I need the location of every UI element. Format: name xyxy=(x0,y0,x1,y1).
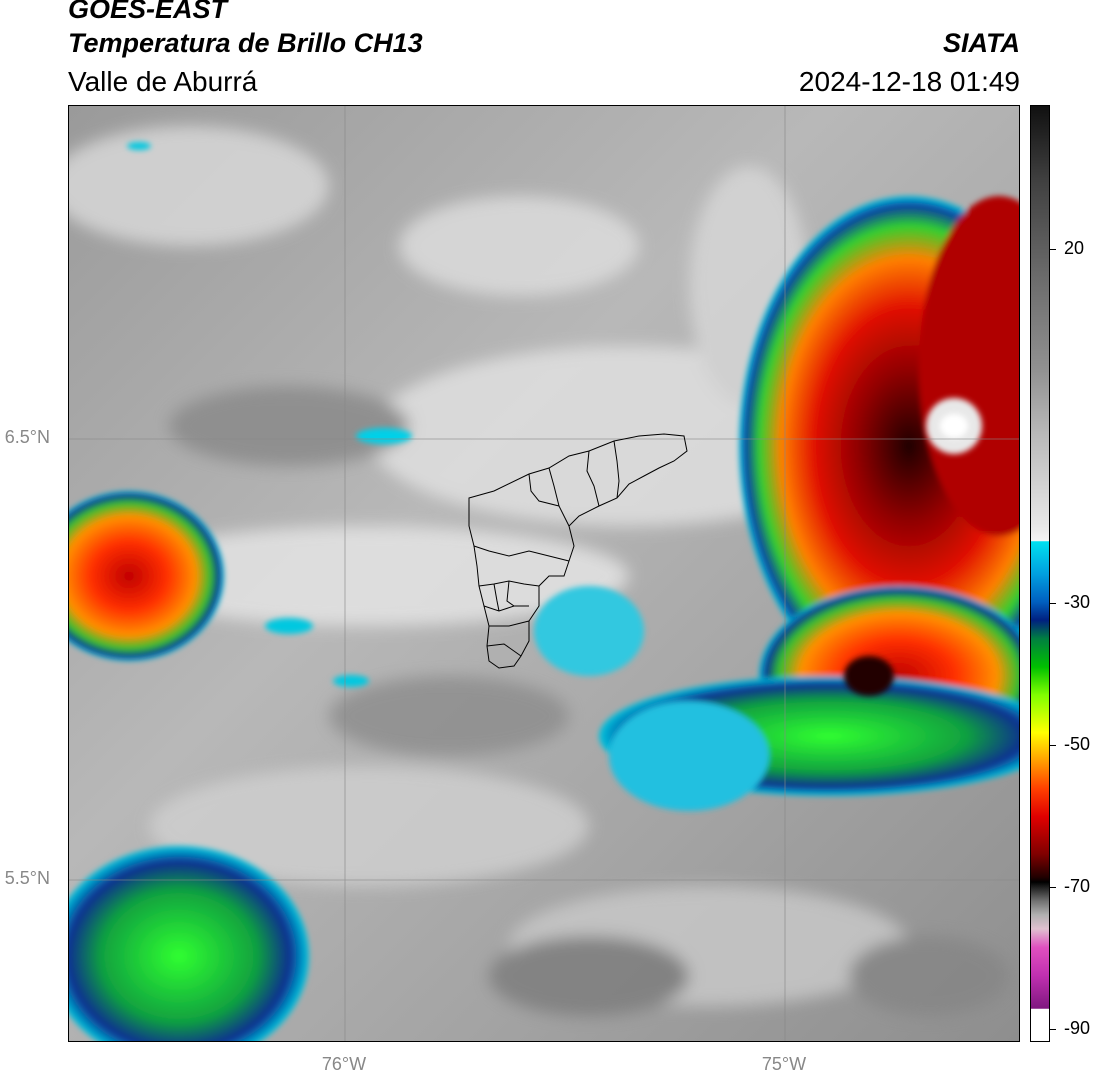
colorbar-label-minus70: -70 xyxy=(1064,876,1091,896)
colorbar-label-minus50: -50 xyxy=(1064,734,1091,754)
colorbar-tick-minus70 xyxy=(1050,887,1056,888)
satellite-title: GOES-EAST xyxy=(68,0,228,24)
product-title: Temperatura de Brillo CH13 xyxy=(68,28,423,58)
colorbar-tick-minus90 xyxy=(1050,1029,1056,1030)
colorbar-tick-minus30 xyxy=(1050,603,1056,604)
colorbar-label-20: 20 xyxy=(1064,238,1085,258)
colorbar xyxy=(1030,105,1050,1042)
lat-label-6-5: 6.5°N xyxy=(4,427,50,447)
lat-label-5-5: 5.5°N xyxy=(4,868,50,888)
brightness-temperature-field xyxy=(69,106,1019,1041)
region-subtitle: Valle de Aburrá xyxy=(68,66,258,97)
colorbar-label-minus30: -30 xyxy=(1064,592,1091,612)
municipal-boundaries xyxy=(468,433,688,669)
colorbar-label-minus90: -90 xyxy=(1064,1018,1091,1038)
satellite-map[interactable] xyxy=(68,105,1020,1042)
colorbar-tick-20 xyxy=(1050,249,1056,250)
timestamp: 2024-12-18 01:49 xyxy=(798,66,1020,97)
graticule xyxy=(69,106,1019,1041)
lon-label-75w: 75°W xyxy=(761,1054,807,1074)
colorbar-tick-minus50 xyxy=(1050,745,1056,746)
agency-label: SIATA xyxy=(943,28,1020,58)
lon-label-76w: 76°W xyxy=(321,1054,367,1074)
